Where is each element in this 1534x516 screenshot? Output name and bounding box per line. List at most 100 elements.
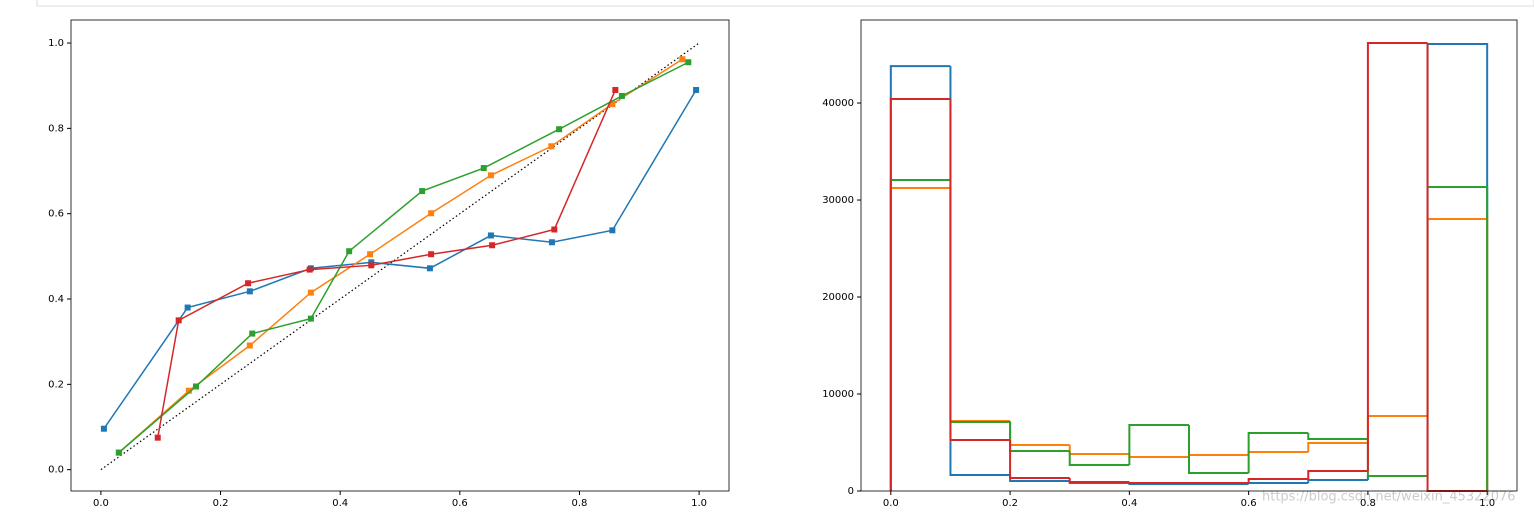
hist-step (1068, 445, 1130, 456)
hist-step (1426, 42, 1488, 492)
hist-step (889, 179, 951, 491)
x-tick-label: 0.2 (1002, 498, 1018, 509)
marker (693, 86, 700, 93)
marker (487, 232, 494, 239)
marker (245, 280, 252, 287)
hist-step (1307, 441, 1368, 453)
hist-step (1366, 439, 1428, 477)
hist-step (1366, 415, 1428, 443)
marker (618, 92, 625, 99)
x-tick-label: 0.0 (883, 498, 899, 509)
hist-step (1068, 451, 1130, 467)
hist-step (1426, 43, 1489, 491)
hist-step (949, 187, 1011, 422)
y-tick-label: 30000 (822, 195, 854, 206)
hist-step (949, 180, 1011, 424)
hist-step (949, 66, 1011, 476)
hist-step (1009, 422, 1070, 453)
hist-step (1128, 424, 1189, 466)
marker (556, 126, 563, 133)
marker (184, 304, 191, 311)
marker (246, 288, 253, 295)
watermark: https://blog.csdn.net/weixin_45322076 (1262, 490, 1516, 505)
hist-step (889, 65, 951, 491)
marker (426, 265, 433, 272)
marker (307, 315, 314, 322)
hist-step (1068, 478, 1130, 483)
marker (419, 188, 426, 195)
marker (428, 251, 435, 258)
y-tick-label: 0.4 (48, 294, 64, 305)
hist-step (1128, 481, 1189, 485)
x-tick-label: 1.0 (691, 498, 707, 509)
reference-line (100, 42, 700, 471)
marker (100, 425, 107, 432)
axes-frame (70, 19, 730, 492)
marker (346, 248, 353, 255)
hist-step (1188, 425, 1249, 474)
y-tick-label: 0.6 (48, 209, 64, 220)
hist-step (1128, 454, 1189, 459)
y-tick-label: 20000 (822, 292, 854, 303)
hist-step (1307, 432, 1368, 441)
hist-step (1307, 479, 1368, 484)
y-tick-label: 40000 (822, 98, 854, 109)
y-tick-label: 0.8 (48, 123, 64, 134)
hist-step (1009, 439, 1070, 480)
marker (480, 165, 487, 172)
marker (685, 59, 692, 66)
hist-step (1188, 454, 1249, 458)
marker (193, 383, 200, 390)
line (118, 58, 683, 454)
marker (612, 86, 619, 93)
cell-border (36, 0, 1534, 7)
hist-step (889, 186, 951, 491)
marker (246, 342, 253, 349)
marker (551, 226, 558, 233)
hist-step (1247, 482, 1309, 485)
axes-frame (860, 19, 1518, 492)
y-tick-label: 0.0 (48, 465, 64, 476)
y-tick-label: 0.2 (48, 379, 64, 390)
x-tick-label: 0.4 (1121, 498, 1137, 509)
x-tick-label: 0.8 (572, 498, 588, 509)
y-tick-label: 0 (848, 486, 854, 497)
hist-step (949, 99, 1011, 441)
y-tick-label: 10000 (822, 389, 854, 400)
hist-step (1426, 186, 1489, 491)
hist-step (1426, 218, 1489, 491)
marker (154, 434, 161, 441)
hist-step (1247, 477, 1309, 484)
x-tick-label: 0.0 (93, 498, 109, 509)
marker (548, 143, 555, 150)
hist-step (1247, 451, 1309, 456)
marker (115, 449, 122, 456)
x-tick-label: 0.8 (1360, 498, 1376, 509)
marker (306, 266, 313, 273)
x-tick-label: 0.2 (213, 498, 229, 509)
marker (185, 387, 192, 394)
marker (609, 101, 616, 108)
x-tick-label: 0.6 (452, 498, 468, 509)
marker (367, 251, 374, 258)
hist-step (1247, 431, 1309, 473)
marker (428, 210, 435, 217)
marker (487, 172, 494, 179)
hist-step (889, 98, 951, 491)
line (118, 61, 689, 454)
marker (307, 289, 314, 296)
marker (175, 317, 182, 324)
marker (368, 262, 375, 269)
x-tick-label: 1.0 (1479, 498, 1495, 509)
marker (548, 239, 555, 246)
x-tick-label: 0.6 (1241, 498, 1257, 509)
hist-step (1307, 470, 1368, 479)
hist-step (1009, 420, 1070, 447)
marker (489, 242, 496, 249)
marker (249, 330, 256, 337)
y-tick-label: 1.0 (48, 38, 64, 49)
x-tick-label: 0.4 (332, 498, 348, 509)
marker (609, 227, 616, 234)
marker (679, 56, 686, 63)
